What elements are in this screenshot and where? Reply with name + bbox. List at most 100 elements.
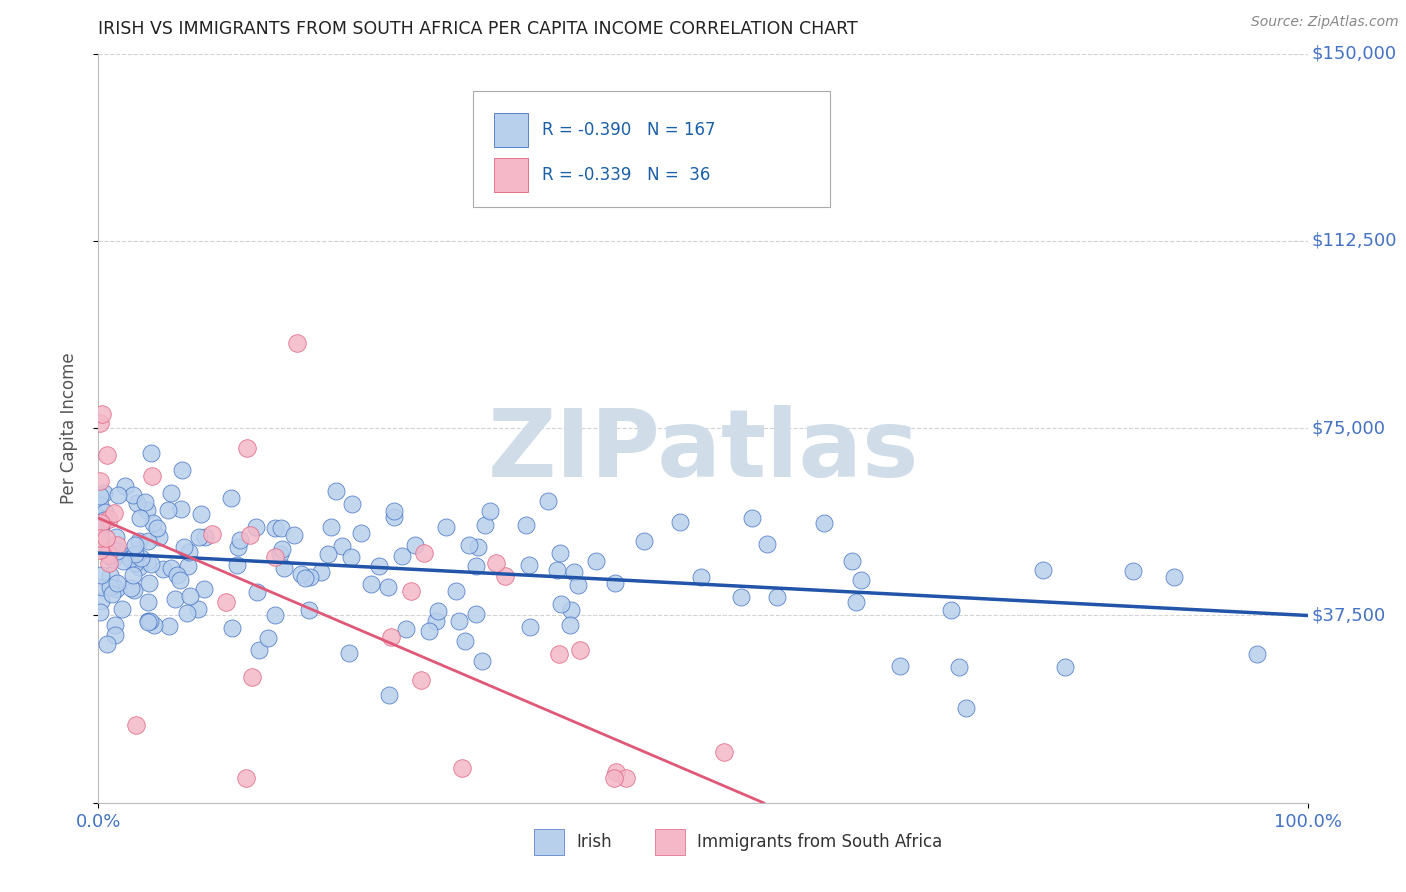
Point bbox=[190, 507, 212, 521]
Point bbox=[105, 538, 128, 552]
Point bbox=[122, 488, 145, 502]
Point bbox=[226, 540, 249, 554]
Point bbox=[321, 519, 343, 533]
Point bbox=[454, 634, 477, 648]
Point bbox=[605, 765, 627, 780]
Point bbox=[264, 608, 287, 623]
Point bbox=[330, 539, 353, 553]
Point bbox=[89, 416, 111, 430]
Point bbox=[118, 551, 141, 566]
Point bbox=[299, 569, 322, 583]
Point bbox=[537, 493, 560, 508]
Point bbox=[136, 614, 159, 628]
Point bbox=[560, 603, 582, 617]
Point bbox=[585, 553, 607, 567]
Point bbox=[173, 540, 195, 554]
Point bbox=[142, 516, 165, 530]
Point bbox=[103, 628, 125, 642]
Point bbox=[269, 547, 291, 561]
Point bbox=[101, 578, 124, 592]
Point bbox=[730, 590, 752, 604]
Text: ZIPatlas: ZIPatlas bbox=[488, 405, 918, 497]
Point bbox=[166, 567, 188, 582]
Point bbox=[382, 510, 405, 524]
Point bbox=[494, 569, 516, 583]
Point bbox=[111, 602, 134, 616]
Point bbox=[1163, 570, 1185, 584]
Point bbox=[187, 602, 209, 616]
Point bbox=[616, 771, 638, 785]
Point bbox=[547, 647, 569, 661]
Point bbox=[98, 512, 121, 526]
FancyBboxPatch shape bbox=[494, 112, 527, 147]
Point bbox=[170, 502, 193, 516]
Point bbox=[451, 761, 474, 775]
Point bbox=[257, 631, 280, 645]
Point bbox=[103, 506, 125, 520]
Point bbox=[145, 521, 167, 535]
Point bbox=[285, 335, 308, 350]
FancyBboxPatch shape bbox=[474, 91, 830, 207]
Point bbox=[298, 603, 321, 617]
Point bbox=[568, 643, 591, 657]
FancyBboxPatch shape bbox=[494, 158, 527, 192]
Point bbox=[263, 521, 285, 535]
Point bbox=[548, 546, 571, 560]
Point bbox=[603, 576, 626, 591]
Point bbox=[474, 517, 496, 532]
Point bbox=[93, 513, 115, 527]
Point bbox=[283, 528, 305, 542]
Point bbox=[325, 483, 347, 498]
Point bbox=[404, 538, 426, 552]
Point bbox=[124, 547, 146, 561]
Point bbox=[188, 530, 211, 544]
Point bbox=[221, 491, 243, 505]
Text: $37,500: $37,500 bbox=[1312, 607, 1385, 624]
Point bbox=[124, 538, 146, 552]
Point bbox=[124, 556, 146, 570]
Point bbox=[273, 561, 295, 575]
Point bbox=[93, 486, 115, 500]
Point bbox=[159, 560, 181, 574]
Point bbox=[98, 580, 121, 594]
Point bbox=[380, 630, 402, 644]
Point bbox=[157, 619, 180, 633]
Point bbox=[360, 577, 382, 591]
Point bbox=[98, 568, 121, 582]
Text: Source: ZipAtlas.com: Source: ZipAtlas.com bbox=[1251, 15, 1399, 29]
Point bbox=[89, 499, 111, 513]
Point bbox=[136, 595, 159, 609]
Point bbox=[120, 581, 142, 595]
Point bbox=[467, 540, 489, 554]
Point bbox=[1053, 659, 1076, 673]
Point bbox=[125, 496, 148, 510]
Point bbox=[515, 518, 537, 533]
Point bbox=[229, 533, 252, 547]
Point bbox=[91, 580, 114, 594]
Point bbox=[96, 531, 118, 545]
Point bbox=[236, 441, 259, 455]
Point bbox=[425, 614, 447, 628]
Point bbox=[142, 618, 165, 632]
Point bbox=[444, 583, 467, 598]
Point bbox=[128, 533, 150, 548]
Point bbox=[90, 567, 112, 582]
Point bbox=[391, 549, 413, 563]
Point bbox=[193, 582, 215, 597]
Point bbox=[90, 516, 112, 530]
Point bbox=[138, 615, 160, 629]
Point bbox=[1032, 563, 1054, 577]
Point bbox=[125, 717, 148, 731]
Point bbox=[172, 462, 194, 476]
Point bbox=[849, 573, 872, 587]
Point bbox=[96, 637, 118, 651]
Point bbox=[550, 597, 572, 611]
Point bbox=[114, 479, 136, 493]
Point bbox=[294, 571, 316, 585]
Point bbox=[309, 566, 332, 580]
Point bbox=[485, 557, 508, 571]
Point bbox=[246, 585, 269, 599]
Point bbox=[152, 562, 174, 576]
Point bbox=[377, 580, 399, 594]
Point bbox=[713, 745, 735, 759]
